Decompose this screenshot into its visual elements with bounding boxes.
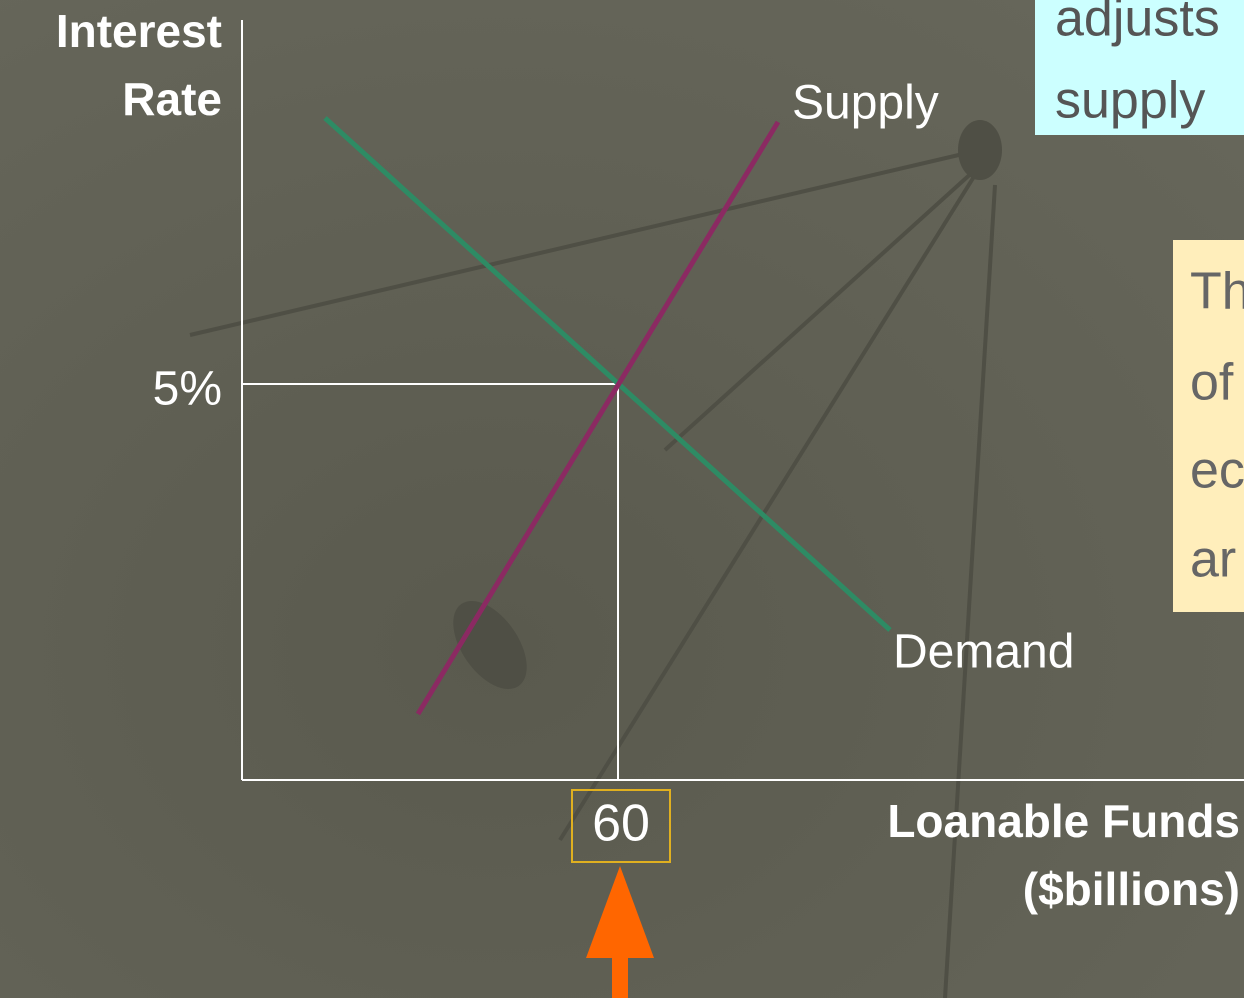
highlight-box — [571, 789, 671, 863]
y-axis-label: Interest — [56, 5, 222, 57]
demand-curve — [323, 116, 892, 632]
curve-label: Supply — [792, 77, 939, 130]
callout-box — [1035, 0, 1244, 135]
y-tick-label: 5% — [153, 363, 222, 416]
background-decoration — [189, 120, 1002, 998]
callout-text: ar — [1190, 531, 1236, 589]
callout-text: Th — [1190, 263, 1244, 321]
curve-label: Demand — [893, 626, 1074, 679]
callout-text: of — [1190, 354, 1234, 412]
x-tick-label: 60 — [592, 795, 650, 853]
callout-text: adjusts — [1055, 0, 1220, 48]
y-axis-label: Rate — [122, 73, 222, 125]
callout-text: supply — [1055, 72, 1205, 130]
callout-text: ec — [1190, 442, 1244, 500]
x-axis-label: ($billions) — [1023, 863, 1240, 915]
callout-box — [1173, 240, 1244, 612]
arrow — [586, 866, 654, 998]
supply-curve — [415, 120, 781, 716]
x-axis-label: Loanable Funds — [887, 795, 1240, 847]
